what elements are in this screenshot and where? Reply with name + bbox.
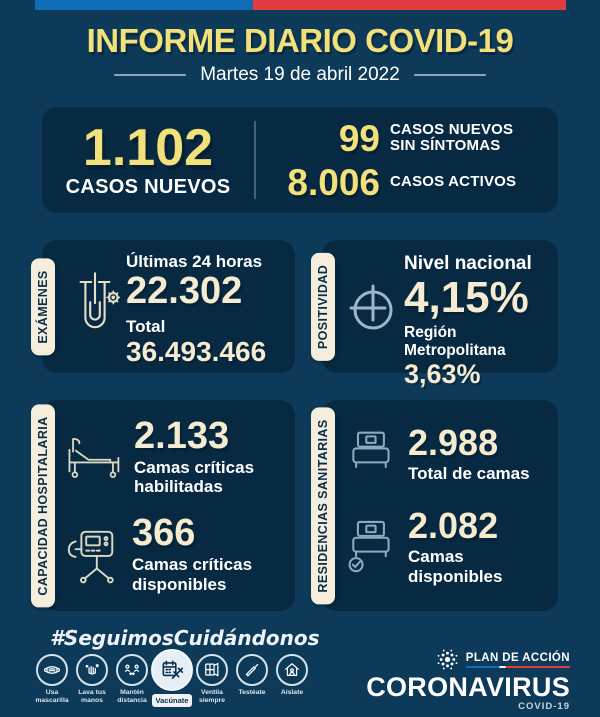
camas-habilitadas-text: 2.133 Camas críticas habilitadas (134, 417, 284, 497)
camas-disponibles-text: 366 Camas críticas disponibles (132, 514, 282, 594)
positividad-national-value: 4,15% (404, 272, 529, 322)
hospital-bed-icon (64, 433, 122, 481)
hashtag: #SeguimosCuidándonos (50, 626, 320, 650)
asymptomatic-value: 99 (338, 117, 380, 159)
positividad-content: Nivel nacional 4,15% Región Metropolitan… (404, 253, 558, 389)
measure-label: Vacúnate (151, 694, 193, 707)
capacidad-card: CAPACIDAD HOSPITALARIA 2.133 Camas críti… (31, 400, 295, 611)
measure-label: Usa mascarilla (35, 689, 69, 705)
ventilator-icon (64, 524, 120, 584)
active-cases-value: 8.006 (287, 161, 380, 203)
capacidad-tab-label: CAPACIDAD HOSPITALARIA (36, 415, 50, 596)
open-window-icon (196, 654, 228, 686)
positividad-national-label: Nivel nacional (404, 253, 532, 274)
prevention-measures-row: Usa mascarilla Lava tus manos Mantén d (33, 649, 311, 707)
camas-disponibles-value: 366 (132, 511, 196, 554)
test-swab-icon (236, 654, 268, 686)
summary-card: 1.102 CASOS NUEVOS 99 CASOS NUEVOS SIN S… (42, 107, 558, 213)
examenes-tab-label: EXÁMENES (36, 269, 50, 344)
measure-label: Lava tus manos (78, 689, 106, 705)
measure-item: Ventila siempre (193, 654, 231, 705)
examenes-total-label: Total (126, 317, 166, 337)
positividad-rm-label: Región Metropolitana (404, 324, 506, 359)
plan-label-block: PLAN DE ACCIÓN (465, 651, 570, 668)
test-tube-icon (70, 271, 120, 343)
chile-flag-bar (35, 0, 566, 10)
measure-label: Testéate (238, 689, 266, 696)
total-camas-text: 2.988 Total de camas (408, 421, 530, 484)
report-date-row: Martes 19 de abril 2022 (0, 64, 600, 86)
plan-underline (465, 665, 570, 668)
camas-disponibles-res-row: 2.082 Camas disponibles (322, 508, 558, 586)
date-divider-left (114, 74, 187, 76)
distance-icon (116, 654, 148, 686)
mask-icon (36, 654, 68, 686)
vaccine-calendar-icon (151, 649, 193, 691)
new-cases-value: 1.102 (82, 118, 214, 177)
camas-habilitadas-value: 2.133 (134, 414, 230, 457)
positividad-tab-label: POSITIVIDAD (316, 264, 330, 349)
asymptomatic-label-line1: CASOS NUEVOS (390, 120, 514, 138)
total-camas-label: Total de camas (408, 463, 530, 483)
flag-red-segment (253, 0, 566, 10)
examenes-total-value: 36.493.466 (126, 335, 267, 367)
camas-disponibles-res-value: 2.082 (408, 505, 499, 547)
page-title: INFORME DIARIO COVID-19 (86, 22, 514, 59)
asymptomatic-label: CASOS NUEVOS SIN SÍNTOMAS (390, 120, 514, 155)
positividad-tab: POSITIVIDAD (311, 252, 335, 361)
camas-disponibles-label: Camas críticas disponibles (132, 554, 253, 594)
plus-circle-icon (346, 281, 398, 333)
camas-disponibles-res-text: 2.082 Camas disponibles (408, 508, 558, 586)
active-cases-row: 8.006 CASOS ACTIVOS (262, 164, 558, 201)
residencias-tab: RESIDENCIAS SANITARIAS (311, 406, 335, 605)
examenes-content: Últimas 24 horas 22.302 Total 36.493.466 (126, 252, 266, 368)
bed-icon (344, 429, 396, 479)
plan-label: PLAN DE ACCIÓN (465, 651, 570, 664)
measure-label: Mantén distancia (117, 689, 147, 705)
covid19-sub-label: COVID-19 (518, 701, 570, 713)
camas-disponibles-row: 366 Camas críticas disponibles (42, 514, 295, 594)
bed-check-icon (344, 518, 396, 576)
camas-habilitadas-label: Camas críticas habilitadas (134, 457, 255, 497)
examenes-24h-value: 22.302 (126, 269, 243, 312)
positividad-card: POSITIVIDAD Nivel nacional 4,15% Región … (311, 240, 558, 388)
measure-item: Mantén distancia (113, 654, 151, 705)
flag-blue-segment (35, 0, 253, 10)
positividad-rm-value: 3,63% (404, 358, 481, 389)
examenes-24h-label: Últimas 24 horas (126, 252, 263, 271)
examenes-tab: EXÁMENES (31, 257, 55, 356)
examenes-card: EXÁMENES Últimas 24 horas 22.302 Total 3… (31, 240, 295, 373)
residencias-card: RESIDENCIAS SANITARIAS 2.988 Total de ca… (311, 400, 558, 611)
measure-item: Usa mascarilla (33, 654, 71, 705)
virus-icon (434, 646, 461, 673)
new-cases-block: 1.102 CASOS NUEVOS (42, 122, 254, 199)
plan-de-accion-logo: PLAN DE ACCIÓN CORONAVIRUS COVID-19 (366, 646, 570, 713)
measure-item: Testéate (233, 654, 271, 697)
camas-disponibles-res-label: Camas disponibles (408, 547, 503, 586)
measure-label: Aíslate (280, 689, 304, 696)
measure-item: Lava tus manos (73, 654, 111, 705)
measure-item-highlighted: Vacúnate (151, 649, 193, 707)
total-camas-value: 2.988 (408, 421, 499, 463)
date-divider-right (413, 74, 486, 76)
residencias-tab-label: RESIDENCIAS SANITARIAS (316, 418, 330, 593)
wash-hands-icon (76, 654, 108, 686)
asymptomatic-label-line2: SIN SÍNTOMAS (390, 137, 501, 154)
asymptomatic-row: 99 CASOS NUEVOS SIN SÍNTOMAS (262, 120, 558, 157)
new-cases-label: CASOS NUEVOS (65, 175, 231, 198)
measure-item: Aíslate (273, 654, 311, 697)
active-cases-label: CASOS ACTIVOS (390, 172, 517, 190)
secondary-stats-block: 99 CASOS NUEVOS SIN SÍNTOMAS 8.006 CASOS… (256, 120, 558, 201)
report-date: Martes 19 de abril 2022 (200, 64, 400, 85)
summary-divider (254, 121, 256, 199)
capacidad-tab: CAPACIDAD HOSPITALARIA (31, 403, 55, 608)
stay-home-icon (276, 654, 308, 686)
total-camas-row: 2.988 Total de camas (322, 421, 558, 484)
measure-label: Ventila siempre (198, 689, 226, 705)
camas-habilitadas-row: 2.133 Camas críticas habilitadas (42, 417, 295, 497)
logo-top-row: PLAN DE ACCIÓN (434, 646, 570, 673)
coronavirus-brand: CORONAVIRUS (366, 672, 570, 702)
